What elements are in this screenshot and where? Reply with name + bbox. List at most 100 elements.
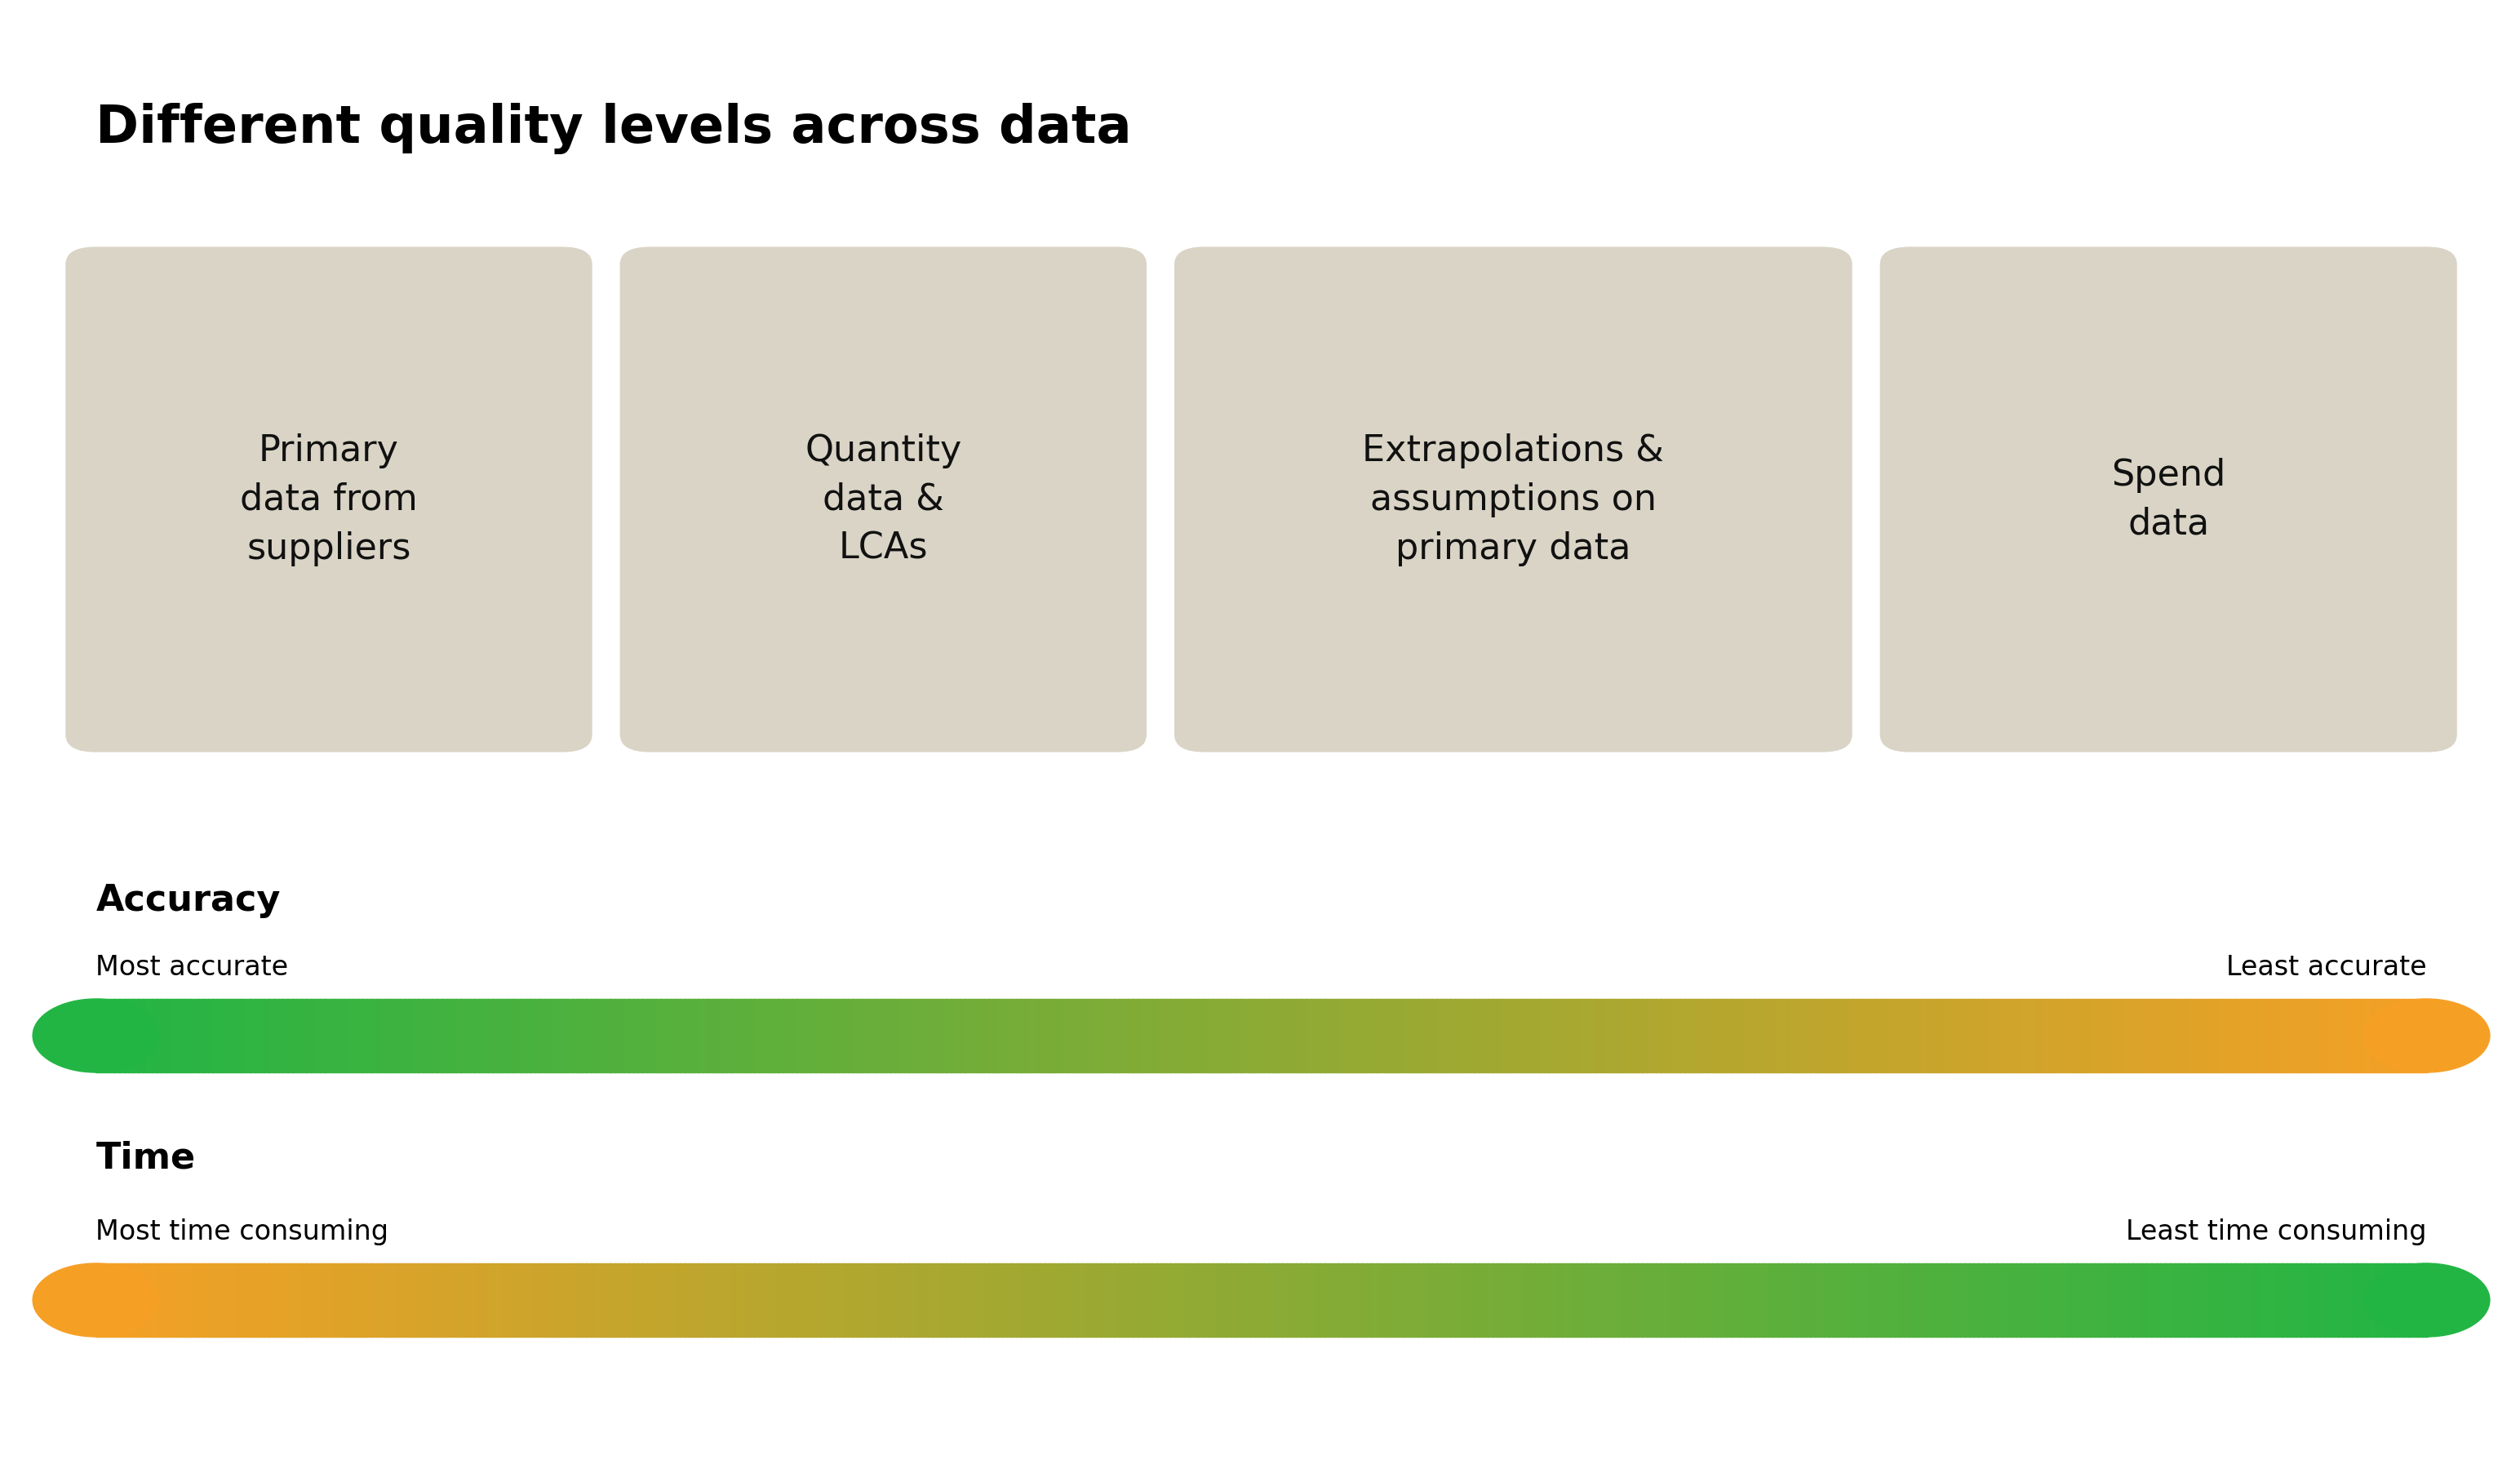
Bar xyxy=(1414,999,1419,1072)
FancyBboxPatch shape xyxy=(1880,247,2457,752)
Bar xyxy=(1404,1263,1409,1337)
Bar xyxy=(1983,1263,1988,1337)
Bar xyxy=(1283,999,1288,1072)
Bar xyxy=(900,1263,905,1337)
Bar xyxy=(265,1263,270,1337)
Bar xyxy=(1557,1263,1562,1337)
Bar xyxy=(791,999,796,1072)
Bar xyxy=(282,1263,287,1337)
Bar xyxy=(1704,999,1709,1072)
Bar xyxy=(1721,1263,1726,1337)
Bar xyxy=(1842,1263,1847,1337)
Bar xyxy=(764,1263,769,1337)
Bar xyxy=(1643,1263,1648,1337)
Bar xyxy=(227,1263,232,1337)
Bar xyxy=(96,1263,101,1337)
Bar xyxy=(1935,999,1943,1072)
Bar xyxy=(1147,999,1152,1072)
Bar xyxy=(166,999,171,1072)
Bar xyxy=(237,999,242,1072)
Bar xyxy=(693,999,698,1072)
Bar xyxy=(2394,999,2399,1072)
Bar xyxy=(2147,999,2152,1072)
Bar xyxy=(403,999,408,1072)
Bar xyxy=(726,1263,731,1337)
Bar xyxy=(106,999,111,1072)
Bar xyxy=(885,999,890,1072)
Bar xyxy=(111,1263,116,1337)
Bar xyxy=(2235,1263,2240,1337)
Bar xyxy=(2296,999,2301,1072)
Bar xyxy=(2034,999,2039,1072)
Bar xyxy=(249,999,255,1072)
Bar xyxy=(1643,999,1648,1072)
Bar xyxy=(310,1263,315,1337)
Bar xyxy=(2422,1263,2427,1337)
Bar xyxy=(2399,1263,2404,1337)
Bar xyxy=(890,1263,895,1337)
Bar xyxy=(1469,1263,1474,1337)
Bar xyxy=(988,1263,993,1337)
Bar xyxy=(277,999,282,1072)
Bar xyxy=(554,1263,559,1337)
Bar xyxy=(96,999,101,1072)
Bar xyxy=(1782,1263,1787,1337)
Bar xyxy=(1809,999,1814,1072)
Bar xyxy=(2066,1263,2071,1337)
Bar xyxy=(1381,999,1386,1072)
Bar xyxy=(698,1263,703,1337)
Bar xyxy=(517,1263,522,1337)
Bar xyxy=(1666,999,1671,1072)
Bar xyxy=(872,1263,877,1337)
Bar xyxy=(1381,1263,1386,1337)
Bar xyxy=(2258,1263,2263,1337)
Bar xyxy=(1288,999,1293,1072)
Bar xyxy=(937,999,942,1072)
Bar xyxy=(1945,999,1950,1072)
Bar xyxy=(2109,999,2114,1072)
Bar xyxy=(1053,999,1058,1072)
Bar xyxy=(1021,999,1026,1072)
Bar xyxy=(1996,999,2003,1072)
Bar xyxy=(1124,1263,1129,1337)
Bar xyxy=(708,1263,713,1337)
Bar xyxy=(814,1263,822,1337)
Bar xyxy=(2016,1263,2021,1337)
Bar xyxy=(227,999,232,1072)
Bar xyxy=(232,1263,237,1337)
Bar xyxy=(292,1263,297,1337)
Bar xyxy=(2225,1263,2230,1337)
Bar xyxy=(819,999,824,1072)
Bar xyxy=(1202,1263,1207,1337)
Bar xyxy=(829,999,834,1072)
Bar xyxy=(315,999,320,1072)
Bar xyxy=(2006,999,2011,1072)
Bar xyxy=(1217,1263,1222,1337)
Bar xyxy=(2253,999,2260,1072)
Bar xyxy=(113,1263,121,1337)
Bar xyxy=(2147,1263,2152,1337)
Bar xyxy=(1945,1263,1950,1337)
Bar xyxy=(1119,999,1124,1072)
Bar xyxy=(688,999,696,1072)
Bar xyxy=(811,1263,816,1337)
Bar xyxy=(1464,999,1469,1072)
Bar xyxy=(2152,1263,2157,1337)
Bar xyxy=(1026,1263,1031,1337)
Bar xyxy=(507,999,512,1072)
Bar xyxy=(937,1263,942,1337)
Bar xyxy=(2170,999,2175,1072)
Bar xyxy=(287,1263,292,1337)
Bar xyxy=(2054,1263,2059,1337)
Bar xyxy=(718,999,723,1072)
Bar xyxy=(1260,1263,1265,1337)
Bar xyxy=(1885,1263,1890,1337)
Bar xyxy=(1016,999,1021,1072)
Bar xyxy=(292,999,297,1072)
Bar xyxy=(1572,1263,1578,1337)
Bar xyxy=(786,1263,794,1337)
Bar xyxy=(1782,999,1787,1072)
Bar xyxy=(811,999,816,1072)
Bar xyxy=(1310,999,1315,1072)
Bar xyxy=(199,1263,204,1337)
